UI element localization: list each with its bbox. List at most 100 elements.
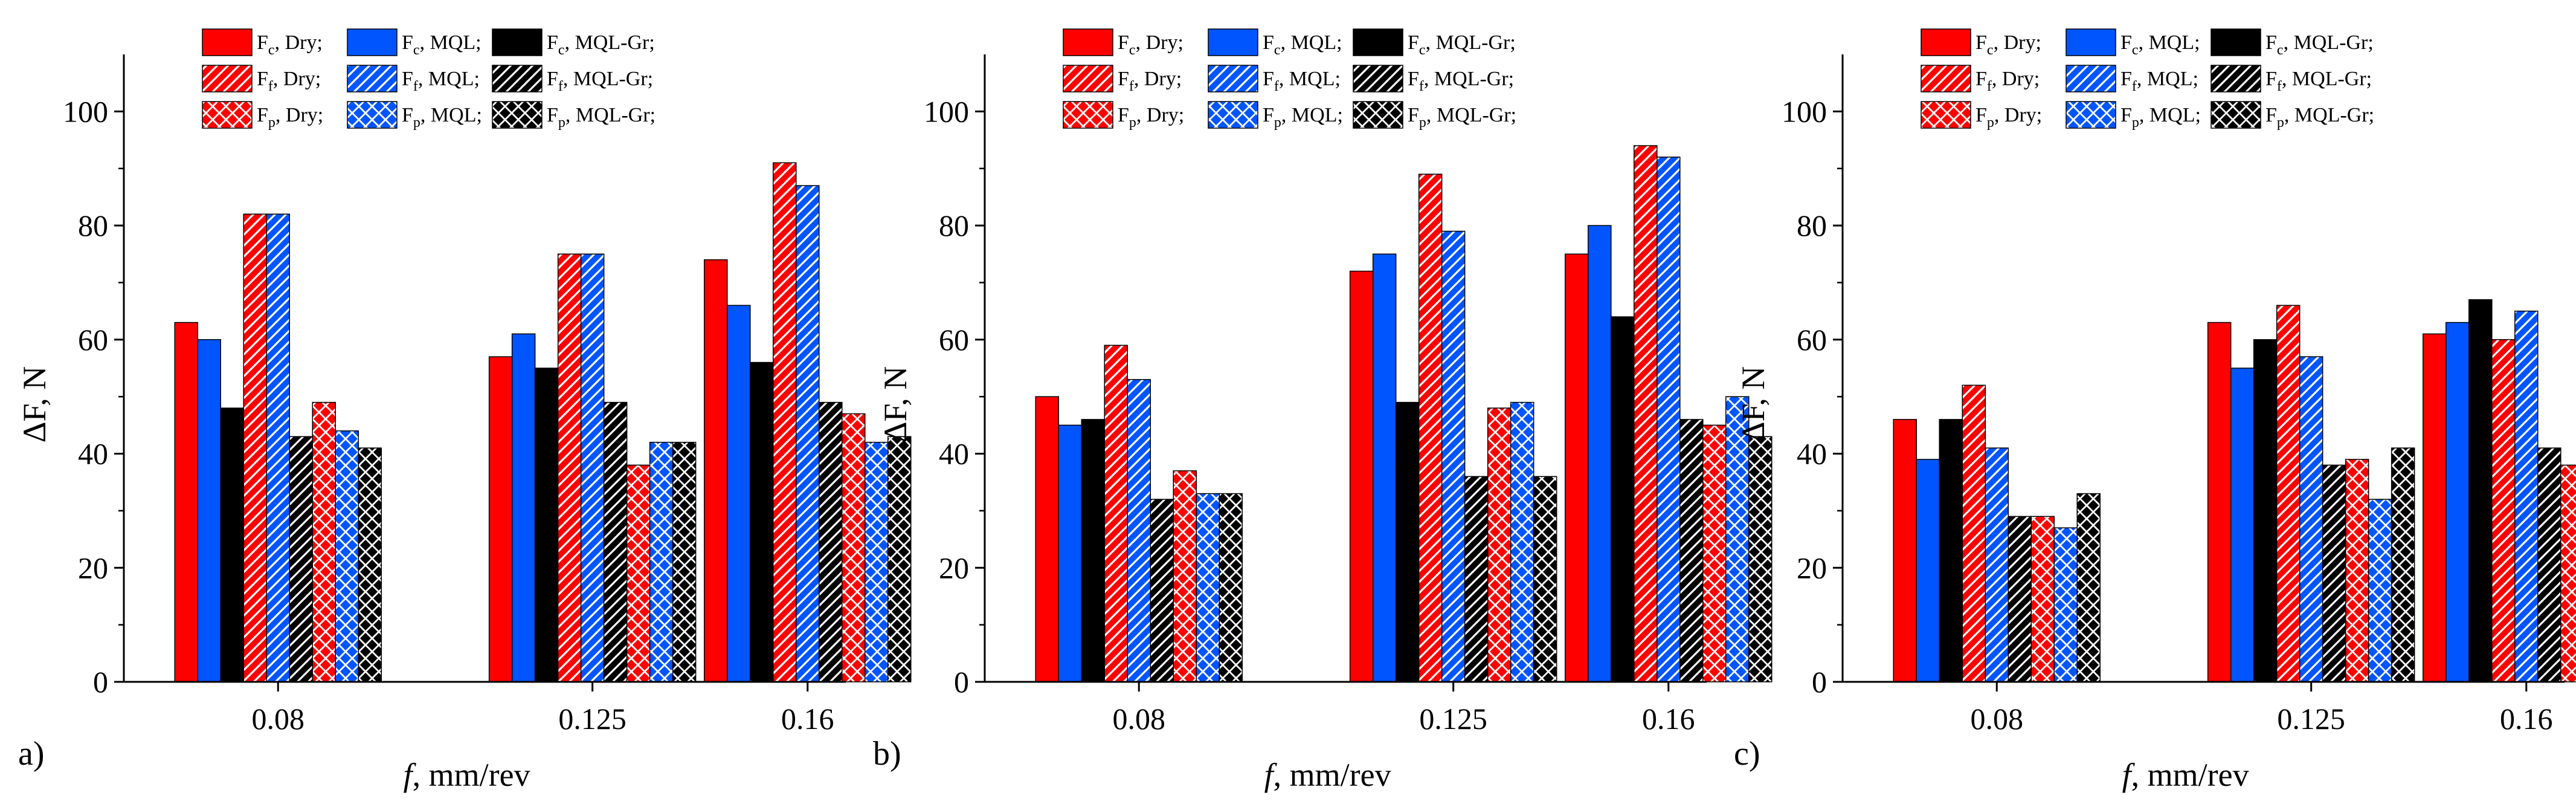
bar <box>704 259 728 682</box>
bar <box>2008 516 2032 682</box>
bar <box>727 305 751 682</box>
bar <box>2253 339 2278 682</box>
bar <box>1081 419 1105 682</box>
bar <box>2514 310 2539 682</box>
legend-entry-label: Fp, MQL-Gr; <box>2265 104 2374 131</box>
y-tick-label: 60 <box>78 323 108 357</box>
x-tick-label: 0.16 <box>2500 702 2553 736</box>
legend-swatch <box>2211 65 2261 92</box>
y-tick-label: 0 <box>93 665 108 699</box>
bar <box>1588 225 1612 682</box>
legend-entry-label: Ff, Dry; <box>257 68 321 94</box>
bar <box>1962 384 1986 682</box>
legend-entry-label: Fc, MQL-Gr; <box>2265 31 2374 58</box>
legend-swatch <box>347 101 398 129</box>
x-tick-label: 0.16 <box>1642 702 1695 736</box>
bar <box>1104 345 1128 682</box>
legend-swatch <box>1921 65 1971 92</box>
y-tick-label: 20 <box>78 551 108 585</box>
y-tick-label: 100 <box>924 94 969 128</box>
bar <box>243 213 267 682</box>
legend-swatch <box>1353 28 1403 56</box>
legend-swatch <box>2066 65 2116 92</box>
bar <box>1395 401 1420 682</box>
legend-entry-label: Ff, Dry; <box>1118 68 1182 94</box>
bar <box>2446 322 2470 682</box>
bar <box>1748 436 1773 682</box>
legend-swatch <box>1208 28 1258 56</box>
bar <box>2345 459 2369 682</box>
bar <box>2322 464 2346 682</box>
y-tick-label: 40 <box>1797 437 1827 471</box>
y-tick-label: 40 <box>939 437 969 471</box>
bar <box>603 401 628 682</box>
bar <box>1058 424 1082 682</box>
legend-entry-label: Fp, MQL-Gr; <box>547 104 655 131</box>
legend-entry-label: Ff, MQL-Gr; <box>547 68 653 94</box>
x-tick-label: 0.125 <box>2277 702 2345 736</box>
legend-entry-label: Ff, Dry; <box>1975 68 2040 94</box>
bar <box>2423 333 2447 682</box>
bar <box>1725 396 1750 682</box>
bar <box>1985 447 2009 682</box>
bar <box>197 339 221 682</box>
y-tick-label: 100 <box>1782 94 1827 128</box>
bar <box>1219 493 1243 682</box>
bar <box>335 430 359 682</box>
legend-entry-label: Fc, Dry; <box>1975 31 2041 58</box>
bar <box>1035 396 1059 682</box>
bar <box>1679 419 1704 682</box>
legend-entry-label: Fp, MQL; <box>402 104 482 131</box>
legend-swatch <box>347 65 398 92</box>
legend-entry-label: Ff, MQL-Gr; <box>1408 68 1514 94</box>
legend-swatch <box>2066 101 2116 129</box>
bar <box>1441 230 1466 682</box>
panel-label: b) <box>873 735 901 773</box>
bar <box>2076 493 2101 682</box>
bar <box>1372 253 1397 682</box>
bar <box>2053 527 2078 682</box>
legend-swatch <box>2211 101 2261 129</box>
x-tick-label: 0.08 <box>1970 702 2023 736</box>
bar <box>2468 299 2493 682</box>
legend-swatch <box>1208 65 1258 92</box>
x-axis-label: f, mm/rev <box>404 757 530 793</box>
x-axis-label: f, mm/rev <box>2122 757 2249 793</box>
bar <box>750 361 774 682</box>
legend-swatch <box>1353 65 1403 92</box>
bar <box>358 447 382 682</box>
legend-swatch <box>492 65 543 92</box>
bar <box>887 436 912 682</box>
bar <box>2560 464 2576 682</box>
bar <box>174 322 198 682</box>
legend-entry-label: Fp, Dry; <box>1975 104 2042 131</box>
panel-label: a) <box>18 735 45 773</box>
legend-entry-label: Fc, MQL; <box>1263 31 1342 58</box>
bar <box>1611 316 1635 682</box>
chart-panel-2: 0.08 0.125 0.16 0 20 40 60 80 100 ΔF, N f, mm/rev b… <box>873 28 1773 793</box>
x-tick-label: 0.125 <box>558 702 626 736</box>
legend-entry-label: Fc, Dry; <box>257 31 323 58</box>
legend-swatch <box>1063 28 1113 56</box>
bar <box>1533 476 1557 682</box>
x-tick-label: 0.125 <box>1419 702 1487 736</box>
legend-swatch <box>1921 28 1971 56</box>
bar <box>2391 447 2415 682</box>
bar <box>649 441 674 682</box>
bar <box>626 464 651 682</box>
legend-swatch <box>2066 28 2116 56</box>
bar <box>2230 368 2255 682</box>
chart-panel-3: 0.08 0.125 0.16 0 20 40 60 80 100 ΔF, N f, mm/rev c… <box>1734 28 2576 793</box>
bar <box>2207 322 2232 682</box>
legend-swatch <box>1063 101 1113 129</box>
bar <box>1487 407 1512 682</box>
legend-entry-label: Fp, Dry; <box>1118 104 1184 131</box>
bar <box>2368 499 2392 682</box>
y-tick-label: 0 <box>1812 665 1827 699</box>
bar <box>534 368 559 682</box>
bar <box>2030 516 2055 682</box>
legend-entry-label: Fc, MQL; <box>402 31 481 58</box>
bar <box>511 333 536 682</box>
bar <box>312 401 336 682</box>
